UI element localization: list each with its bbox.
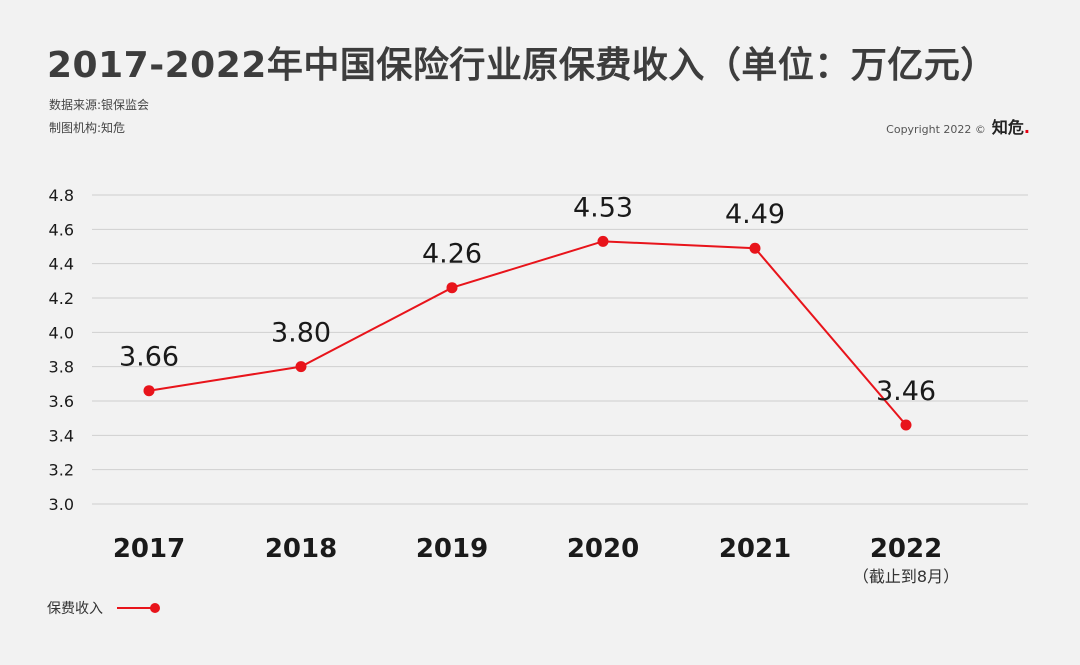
data-label: 3.66	[119, 342, 179, 373]
x-tick-label: 2018	[265, 534, 337, 564]
data-point	[749, 242, 761, 254]
data-point	[446, 282, 458, 294]
legend-line-marker	[117, 603, 160, 613]
brand-logo: 知危	[991, 118, 1024, 137]
x-tick-label: 2019	[416, 534, 488, 564]
grid-lines	[92, 194, 1028, 505]
data-point	[143, 385, 155, 397]
y-tick-label: 4.4	[49, 255, 74, 274]
x-axis: 2017 2018 2019 2020 2021 2022 （截止到8月）	[113, 534, 959, 586]
copyright-text: Copyright 2022 ©	[886, 123, 986, 136]
y-tick-label: 4.2	[49, 289, 74, 308]
data-labels: 3.66 3.80 4.26 4.53 4.49 3.46	[119, 192, 936, 407]
x-tick-label: 2017	[113, 534, 185, 564]
chart-maker: 制图机构:知危	[49, 121, 126, 135]
legend: 保费收入	[47, 598, 163, 618]
data-label: 3.46	[876, 376, 936, 407]
data-label: 4.49	[725, 199, 785, 230]
data-source: 数据来源:银保监会	[49, 98, 150, 112]
chart-title: 2017-2022年中国保险行业原保费收入（单位：万亿元）	[47, 45, 997, 86]
x-tick-note: （截止到8月）	[853, 567, 959, 586]
data-point	[900, 419, 912, 431]
y-axis: 3.0 3.2 3.4 3.6 3.8 4.0 4.2 4.4 4.6 4.8	[49, 186, 74, 514]
series-line	[148, 240, 907, 426]
data-label: 4.53	[573, 192, 633, 223]
data-point	[295, 361, 307, 373]
x-tick-label: 2021	[719, 534, 791, 564]
y-tick-label: 4.8	[49, 186, 74, 205]
y-tick-label: 3.6	[49, 392, 74, 411]
y-tick-label: 3.8	[49, 358, 74, 377]
y-tick-label: 3.2	[49, 461, 74, 480]
data-label: 4.26	[422, 239, 482, 270]
data-point	[597, 235, 609, 247]
y-tick-label: 3.0	[49, 495, 74, 514]
brand-dot: .	[1023, 118, 1030, 137]
x-tick-label: 2022	[870, 534, 942, 564]
y-tick-label: 4.6	[49, 220, 74, 239]
y-tick-label: 3.4	[49, 426, 74, 445]
x-tick-label: 2020	[567, 534, 639, 564]
legend-label: 保费收入	[47, 601, 103, 617]
copyright: Copyright 2022 © 知危 .	[886, 114, 1030, 138]
y-tick-label: 4.0	[49, 323, 74, 342]
data-label: 3.80	[271, 318, 331, 349]
series-insurance-premium	[143, 235, 912, 431]
